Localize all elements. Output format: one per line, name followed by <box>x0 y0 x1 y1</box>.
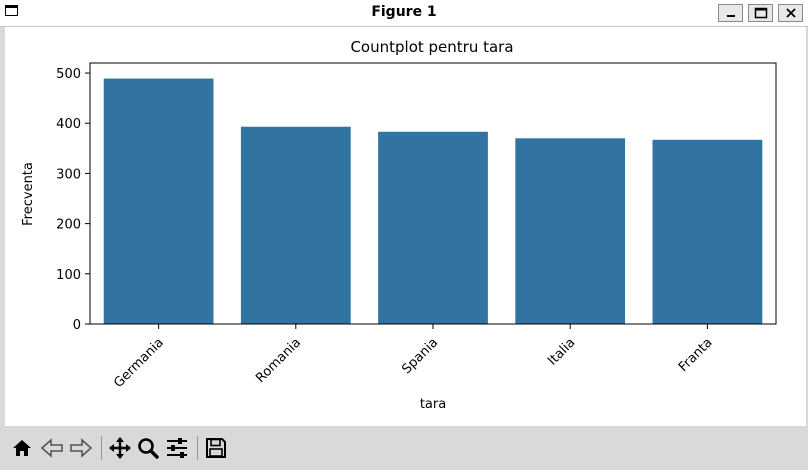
x-axis-label: tara <box>420 397 446 412</box>
close-icon <box>785 8 796 18</box>
bar-chart: Countplot pentru tara 0 100 200 300 400 500 G… <box>21 38 777 412</box>
back-arrow-icon <box>40 438 63 458</box>
window-title: Figure 1 <box>371 4 437 20</box>
home-icon <box>13 440 31 456</box>
chart-title: Countplot pentru tara <box>350 38 513 56</box>
minimize-icon <box>726 15 735 17</box>
window-titlebar: Figure 1 <box>0 0 808 27</box>
y-tick-label: 200 <box>56 218 81 233</box>
pan-button[interactable] <box>107 435 133 461</box>
bar-franta <box>652 139 763 324</box>
bar-spania <box>378 131 488 324</box>
figure-canvas: Countplot pentru tara 0 100 200 300 400 500 G… <box>5 27 806 426</box>
back-button[interactable] <box>39 435 65 461</box>
configure-subplots-button[interactable] <box>164 435 190 461</box>
navigation-toolbar <box>0 427 808 470</box>
toolbar-separator <box>101 436 102 460</box>
y-axis-label: Frecventa <box>21 162 36 226</box>
window-icon <box>5 5 18 16</box>
forward-button[interactable] <box>68 435 94 461</box>
x-tick-label: Spania <box>399 335 441 377</box>
y-tick-label: 500 <box>56 67 81 82</box>
close-button[interactable] <box>778 4 803 22</box>
minimize-button[interactable] <box>718 4 743 22</box>
bar-romania <box>240 126 351 324</box>
save-icon <box>206 438 226 458</box>
configure-subplots-icon <box>167 438 187 458</box>
toolbar-separator <box>197 436 198 460</box>
x-tick-label: Germania <box>111 335 167 391</box>
pan-icon <box>109 437 131 459</box>
x-tick-label: Italia <box>545 335 578 368</box>
forward-arrow-icon <box>70 438 93 458</box>
x-tick-label: Romania <box>253 335 304 386</box>
maximize-button[interactable] <box>748 4 773 22</box>
y-tick-label: 0 <box>73 318 81 333</box>
bar-germania <box>103 78 214 324</box>
maximize-icon <box>754 7 767 19</box>
y-tick-label: 300 <box>56 167 81 182</box>
home-button[interactable] <box>9 435 35 461</box>
x-tick-label: Franta <box>676 335 716 375</box>
bar-italia <box>515 138 626 324</box>
y-tick-label: 400 <box>56 117 81 132</box>
save-button[interactable] <box>203 435 229 461</box>
y-tick-label: 100 <box>56 268 81 283</box>
zoom-button[interactable] <box>135 435 161 461</box>
zoom-icon <box>138 438 159 459</box>
